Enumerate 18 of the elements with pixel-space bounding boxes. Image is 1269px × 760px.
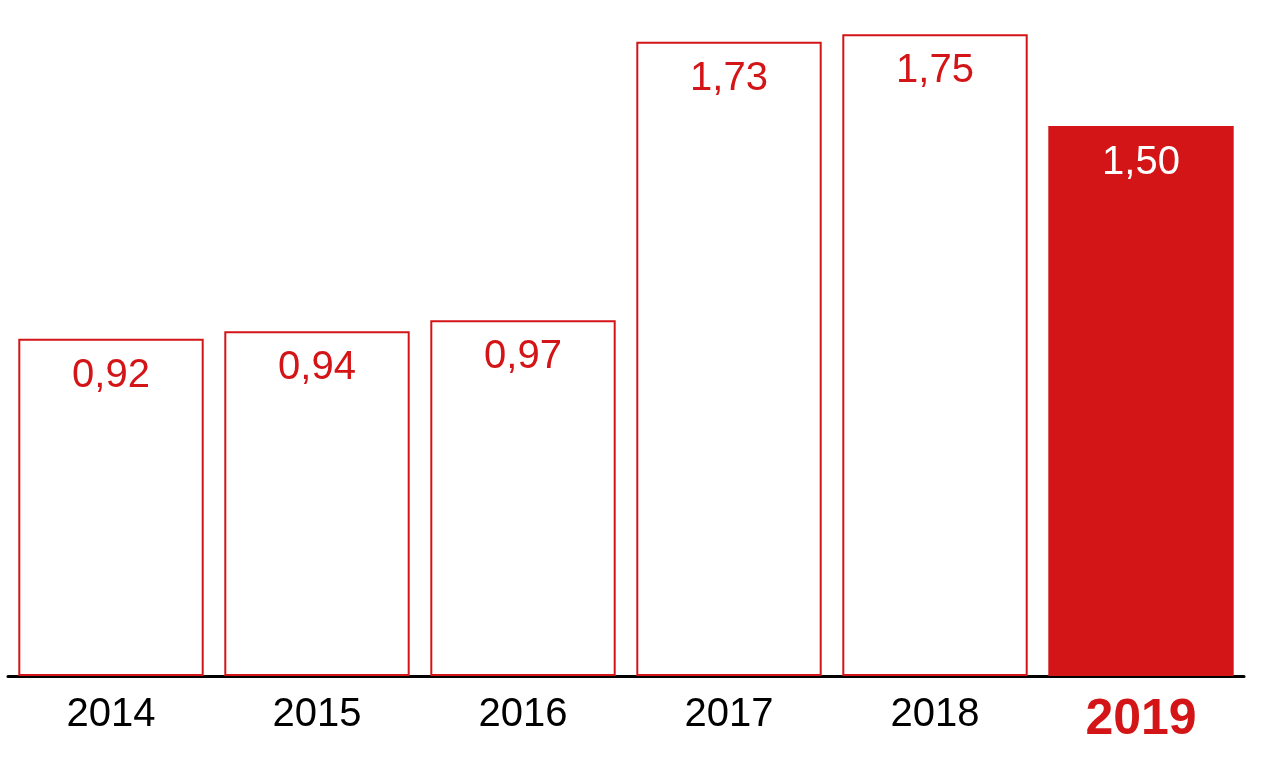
data-label: 1,73 [690, 53, 768, 98]
x-tick-label: 2018 [890, 690, 980, 734]
bar [842, 34, 1028, 676]
x-tick-label: 2014 [66, 690, 156, 734]
bar [636, 41, 822, 676]
data-label: 1,75 [896, 46, 974, 91]
x-tick-label: 2017 [684, 690, 774, 734]
data-label: 0,97 [484, 332, 562, 377]
bar [18, 338, 204, 676]
bar [430, 320, 616, 676]
x-tick-label: 2019 [1085, 689, 1197, 745]
x-tick-label: 2016 [478, 690, 568, 734]
data-label: 0,92 [72, 350, 150, 395]
data-label: 1,50 [1102, 138, 1180, 182]
x-tick-label: 2015 [272, 690, 362, 734]
bar [224, 331, 410, 676]
bar [1048, 126, 1234, 676]
data-label: 0,94 [278, 343, 356, 388]
